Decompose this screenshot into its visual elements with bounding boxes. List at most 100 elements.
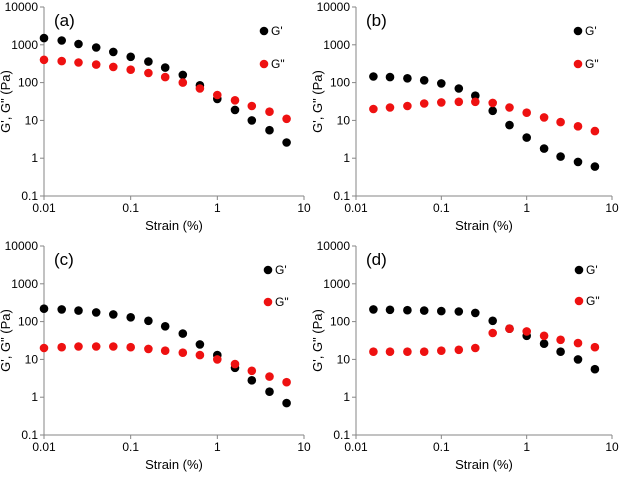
chart-1-g-double-prime-point bbox=[39, 55, 49, 65]
chart-3-legend-label-g-double-prime: G" bbox=[275, 295, 289, 309]
chart-1-g-double-prime-point bbox=[57, 56, 66, 66]
chart-2-legend-marker-g-double-prime bbox=[573, 59, 583, 69]
chart-4-g-double-prime-point bbox=[437, 346, 446, 356]
chart-2-g-prime-point bbox=[522, 133, 531, 142]
chart-1-legend-marker-g-prime bbox=[259, 26, 269, 36]
chart-3-panel-label: (c) bbox=[54, 250, 74, 269]
chart-2-y-tick-label: 1000 bbox=[323, 38, 350, 52]
chart-3-g-prime-point bbox=[265, 387, 274, 397]
chart-3-g-double-prime-point bbox=[195, 350, 205, 360]
chart-3-g-double-prime-point bbox=[282, 377, 291, 387]
chart-1-legend-label-g-prime: G' bbox=[271, 24, 283, 38]
chart-4-y-tick-label: 10000 bbox=[317, 239, 351, 253]
chart-3-g-double-prime-point bbox=[91, 342, 101, 351]
chart-3-x-tick-label: 1 bbox=[214, 440, 221, 454]
chart-1-x-tick-label: 0.1 bbox=[122, 201, 139, 215]
chart-2-panel-label: (b) bbox=[366, 11, 387, 30]
chart-2-y-axis-title: G', G" (Pa) bbox=[310, 70, 325, 133]
chart-1-g-double-prime-point bbox=[282, 114, 291, 124]
chart-3-legend-label-g-prime: G' bbox=[275, 263, 287, 277]
chart-1-g-prime-point bbox=[178, 70, 188, 80]
chart-2-x-axis-title: Strain (%) bbox=[455, 218, 513, 233]
chart-3-g-prime-point bbox=[160, 322, 170, 331]
chart-3-g-prime-point bbox=[57, 305, 66, 314]
chart-1-g-double-prime-point bbox=[178, 78, 188, 87]
chart-2-x-tick-label: 1 bbox=[523, 201, 530, 215]
chart-4-g-prime-point bbox=[471, 308, 480, 318]
chart-2-g-double-prime-point bbox=[385, 103, 395, 112]
chart-4-g-double-prime-point bbox=[505, 324, 514, 334]
chart-4-g-prime-point bbox=[403, 305, 412, 315]
chart-1-g-prime-point bbox=[282, 138, 291, 147]
chart-2-g-prime-point bbox=[385, 72, 395, 82]
chart-4-x-tick-label: 0.01 bbox=[344, 440, 368, 454]
chart-4-g-prime-point bbox=[385, 305, 395, 315]
chart-3-g-prime-point bbox=[144, 316, 153, 326]
chart-4-g-double-prime-point bbox=[522, 327, 531, 336]
chart-1-g-prime-point bbox=[144, 57, 153, 66]
chart-3-g-double-prime-point bbox=[144, 344, 153, 354]
chart-1-y-tick-label: 1 bbox=[31, 151, 38, 165]
chart-1-g-prime-point bbox=[91, 43, 101, 52]
chart-3-g-prime-point bbox=[74, 306, 83, 315]
chart-2-g-double-prime-point bbox=[369, 104, 378, 114]
chart-4-g-prime-point bbox=[539, 339, 549, 349]
chart-2-g-double-prime-point bbox=[522, 108, 531, 117]
chart-4-g-double-prime-point bbox=[419, 347, 429, 357]
chart-4-g-double-prime-point bbox=[556, 335, 565, 345]
chart-3-x-tick-label: 0.1 bbox=[122, 440, 139, 454]
chart-2-g-double-prime-point bbox=[590, 126, 600, 136]
chart-3-g-prime-point bbox=[178, 329, 188, 338]
chart-3-y-tick-label: 10 bbox=[25, 352, 39, 366]
chart-2-g-double-prime-point bbox=[573, 122, 583, 131]
chart-1-panel-label: (a) bbox=[54, 11, 75, 30]
chart-3-x-tick-label: 10 bbox=[297, 440, 311, 454]
chart-4-g-double-prime-point bbox=[573, 338, 583, 348]
chart-3-g-double-prime-point bbox=[109, 342, 118, 351]
chart-2-g-double-prime-point bbox=[419, 99, 429, 108]
chart-3-y-tick-label: 1 bbox=[31, 390, 38, 404]
chart-1-g-double-prime-point bbox=[109, 62, 118, 72]
chart-2-x-tick-label: 0.01 bbox=[344, 201, 368, 215]
chart-2-g-prime-point bbox=[488, 106, 498, 116]
chart-1-g-double-prime-point bbox=[247, 101, 257, 111]
chart-3-y-axis-title: G', G" (Pa) bbox=[0, 309, 13, 372]
chart-4-legend-label-g-double-prime: G" bbox=[586, 294, 600, 308]
chart-2-legend-marker-g-prime bbox=[573, 26, 583, 36]
chart-4-g-prime-point bbox=[419, 306, 429, 315]
chart-1-legend-marker-g-double-prime bbox=[259, 59, 269, 69]
chart-1-y-tick-label: 0.1 bbox=[21, 189, 38, 203]
chart-2-g-double-prime-point bbox=[437, 98, 446, 107]
chart-3-g-double-prime-point bbox=[230, 359, 240, 369]
chart-2-g-prime-point bbox=[505, 120, 514, 130]
chart-4-g-double-prime-point bbox=[369, 347, 378, 357]
chart-3-y-tick-label: 1000 bbox=[11, 277, 38, 291]
chart-1-g-prime-point bbox=[230, 105, 240, 115]
chart-1-g-prime-point bbox=[265, 125, 274, 135]
chart-1-y-tick-label: 1000 bbox=[11, 38, 38, 52]
chart-2-legend-label-g-double-prime: G" bbox=[585, 57, 599, 71]
chart-1-x-tick-label: 0.01 bbox=[32, 201, 56, 215]
chart-4-panel-label: (d) bbox=[366, 250, 387, 269]
chart-1-x-axis-title: Strain (%) bbox=[145, 218, 203, 233]
chart-1-g-prime-point bbox=[39, 33, 49, 43]
chart-2-g-double-prime-point bbox=[556, 117, 565, 127]
chart-2-y-tick-label: 1 bbox=[343, 151, 350, 165]
chart-3-g-double-prime-point bbox=[74, 342, 83, 351]
chart-1-x-tick-label: 1 bbox=[214, 201, 221, 215]
chart-4-g-prime-point bbox=[437, 306, 446, 316]
chart-1-g-double-prime-point bbox=[195, 84, 205, 93]
chart-4-g-double-prime-point bbox=[454, 345, 464, 355]
chart-4-x-tick-label: 10 bbox=[605, 440, 619, 454]
chart-4-g-prime-point bbox=[369, 305, 378, 314]
chart-1-legend-label-g-double-prime: G" bbox=[271, 57, 285, 71]
chart-1-g-double-prime-point bbox=[213, 90, 222, 100]
chart-2-y-tick-label: 0.1 bbox=[333, 189, 350, 203]
chart-1-g-double-prime-point bbox=[74, 58, 83, 67]
chart-3-g-double-prime-point bbox=[57, 342, 66, 352]
chart-2-g-prime-point bbox=[471, 91, 480, 100]
chart-1-g-double-prime-point bbox=[265, 107, 274, 116]
chart-4-y-tick-label: 1 bbox=[343, 390, 350, 404]
chart-2-g-double-prime-point bbox=[488, 98, 498, 108]
